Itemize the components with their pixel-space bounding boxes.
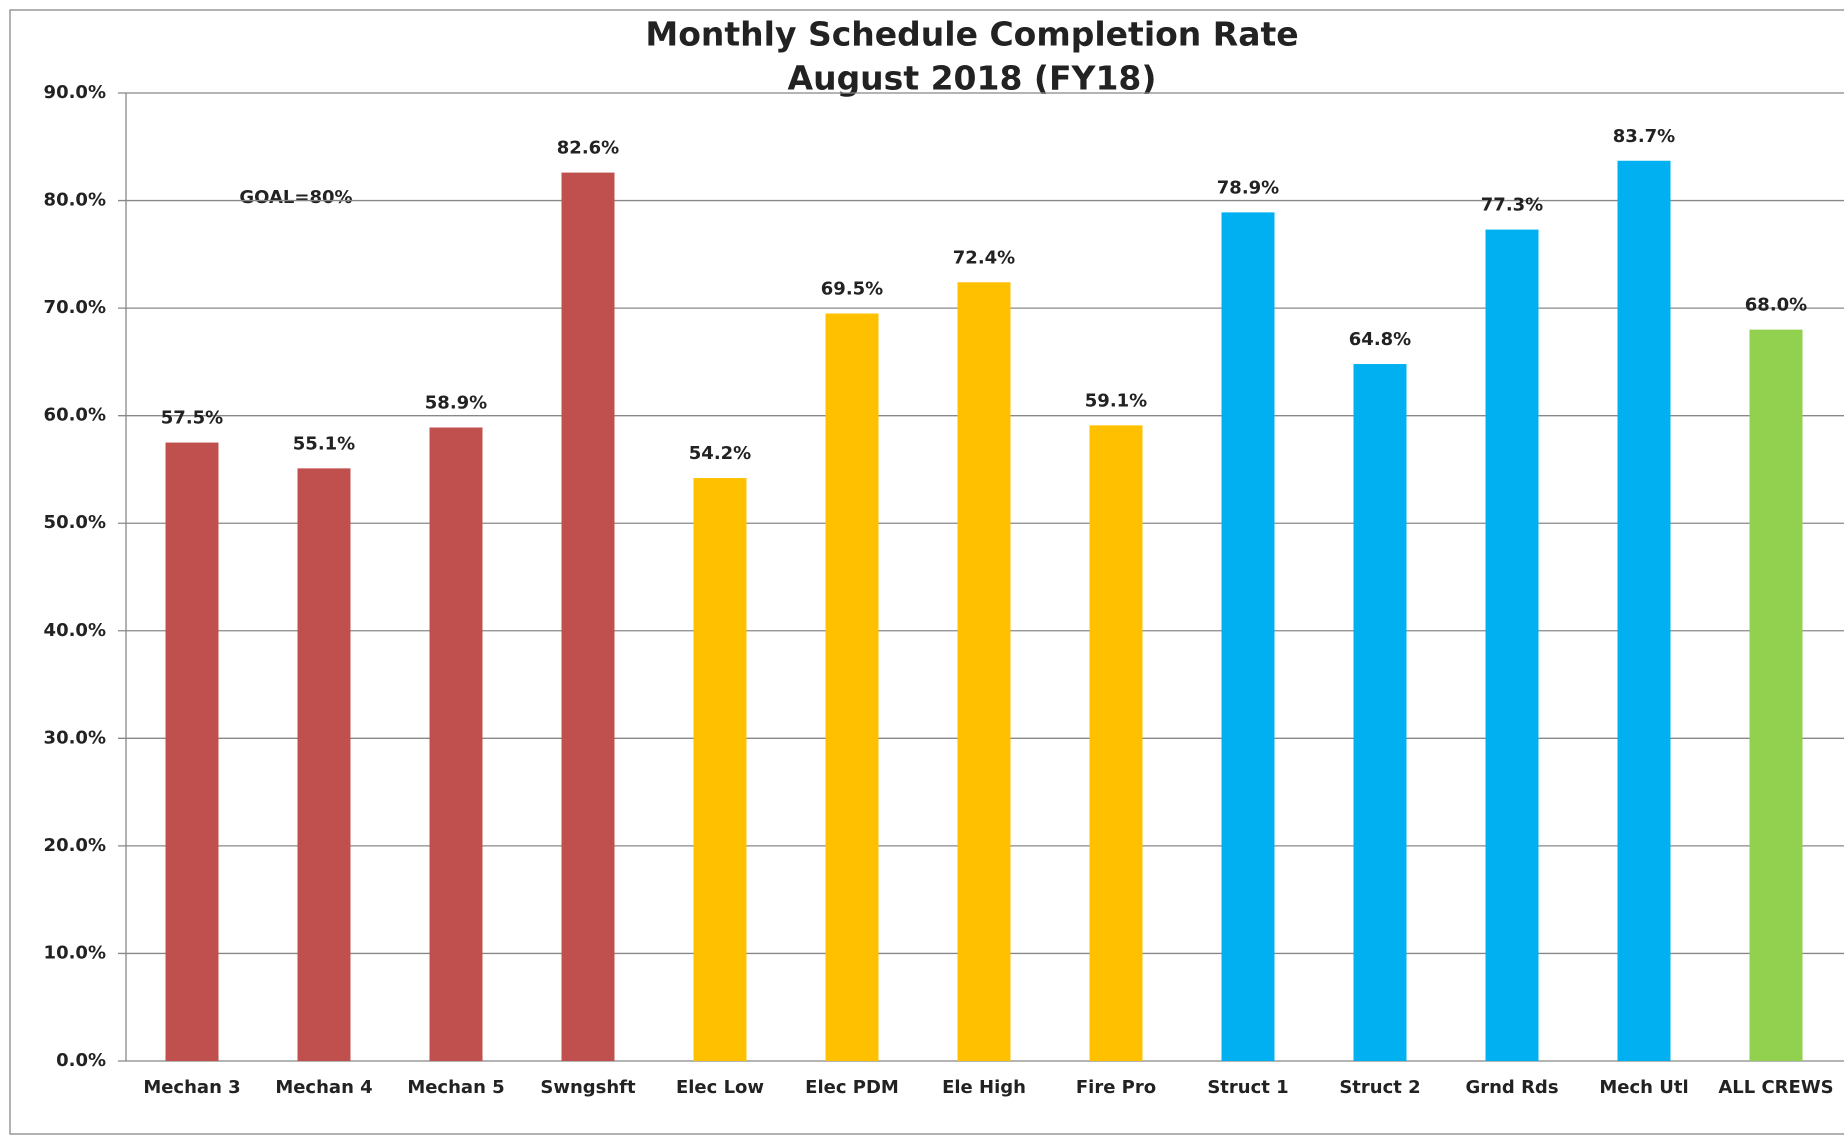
x-tick-label: Struct 2 bbox=[1339, 1077, 1420, 1098]
y-tick-label: 40.0% bbox=[44, 620, 106, 641]
value-label: 58.9% bbox=[425, 392, 487, 413]
bar bbox=[1089, 425, 1143, 1061]
y-tick-label: 20.0% bbox=[44, 835, 106, 856]
x-tick-label: Mechan 5 bbox=[407, 1077, 504, 1098]
y-tick-label: 80.0% bbox=[44, 190, 106, 211]
x-tick-label: Mech Utl bbox=[1599, 1077, 1688, 1098]
x-tick-label: Swngshft bbox=[540, 1077, 636, 1098]
value-label: 69.5% bbox=[821, 278, 883, 299]
y-tick-label: 30.0% bbox=[44, 727, 106, 748]
value-label: 77.3% bbox=[1481, 195, 1543, 216]
bar bbox=[429, 427, 483, 1061]
chart-title: Monthly Schedule Completion Rate bbox=[645, 15, 1298, 54]
bar bbox=[1617, 160, 1671, 1061]
x-tick-label: Elec Low bbox=[676, 1077, 764, 1098]
y-tick-label: 60.0% bbox=[44, 405, 106, 426]
y-tick-label: 50.0% bbox=[44, 512, 106, 533]
x-tick-label: Elec PDM bbox=[805, 1077, 899, 1098]
bar bbox=[1485, 229, 1539, 1061]
value-label: 64.8% bbox=[1349, 329, 1411, 350]
value-label: 78.9% bbox=[1217, 177, 1279, 198]
x-tick-label: Struct 1 bbox=[1207, 1077, 1288, 1098]
x-tick-label: Mechan 4 bbox=[275, 1077, 372, 1098]
x-tick-label: Ele High bbox=[942, 1077, 1026, 1098]
bar bbox=[1749, 329, 1803, 1062]
x-tick-label: Fire Pro bbox=[1076, 1077, 1156, 1098]
bar bbox=[297, 468, 351, 1061]
value-label: 82.6% bbox=[557, 138, 619, 159]
bar bbox=[1353, 364, 1407, 1061]
bar bbox=[825, 313, 879, 1061]
chart-subtitle: August 2018 (FY18) bbox=[788, 59, 1157, 98]
x-tick-label: ALL CREWS bbox=[1718, 1077, 1833, 1098]
y-tick-label: 10.0% bbox=[44, 942, 106, 963]
value-label: 59.1% bbox=[1085, 390, 1147, 411]
y-tick-label: 90.0% bbox=[44, 82, 106, 103]
bar bbox=[957, 282, 1011, 1061]
value-label: 83.7% bbox=[1613, 126, 1675, 147]
x-tick-label: Mechan 3 bbox=[143, 1077, 240, 1098]
bar bbox=[693, 478, 747, 1061]
y-tick-label: 70.0% bbox=[44, 297, 106, 318]
goal-annotation: GOAL=80% bbox=[239, 187, 352, 208]
chart-frame bbox=[9, 9, 1844, 1135]
x-tick-label: Grnd Rds bbox=[1465, 1077, 1558, 1098]
value-label: 57.5% bbox=[161, 408, 223, 429]
bar bbox=[165, 442, 219, 1061]
value-label: 72.4% bbox=[953, 247, 1015, 268]
value-label: 68.0% bbox=[1745, 295, 1807, 316]
value-label: 55.1% bbox=[293, 433, 355, 454]
y-tick-label: 0.0% bbox=[56, 1050, 106, 1071]
bar bbox=[561, 172, 615, 1061]
bar bbox=[1221, 212, 1275, 1062]
value-label: 54.2% bbox=[689, 443, 751, 464]
